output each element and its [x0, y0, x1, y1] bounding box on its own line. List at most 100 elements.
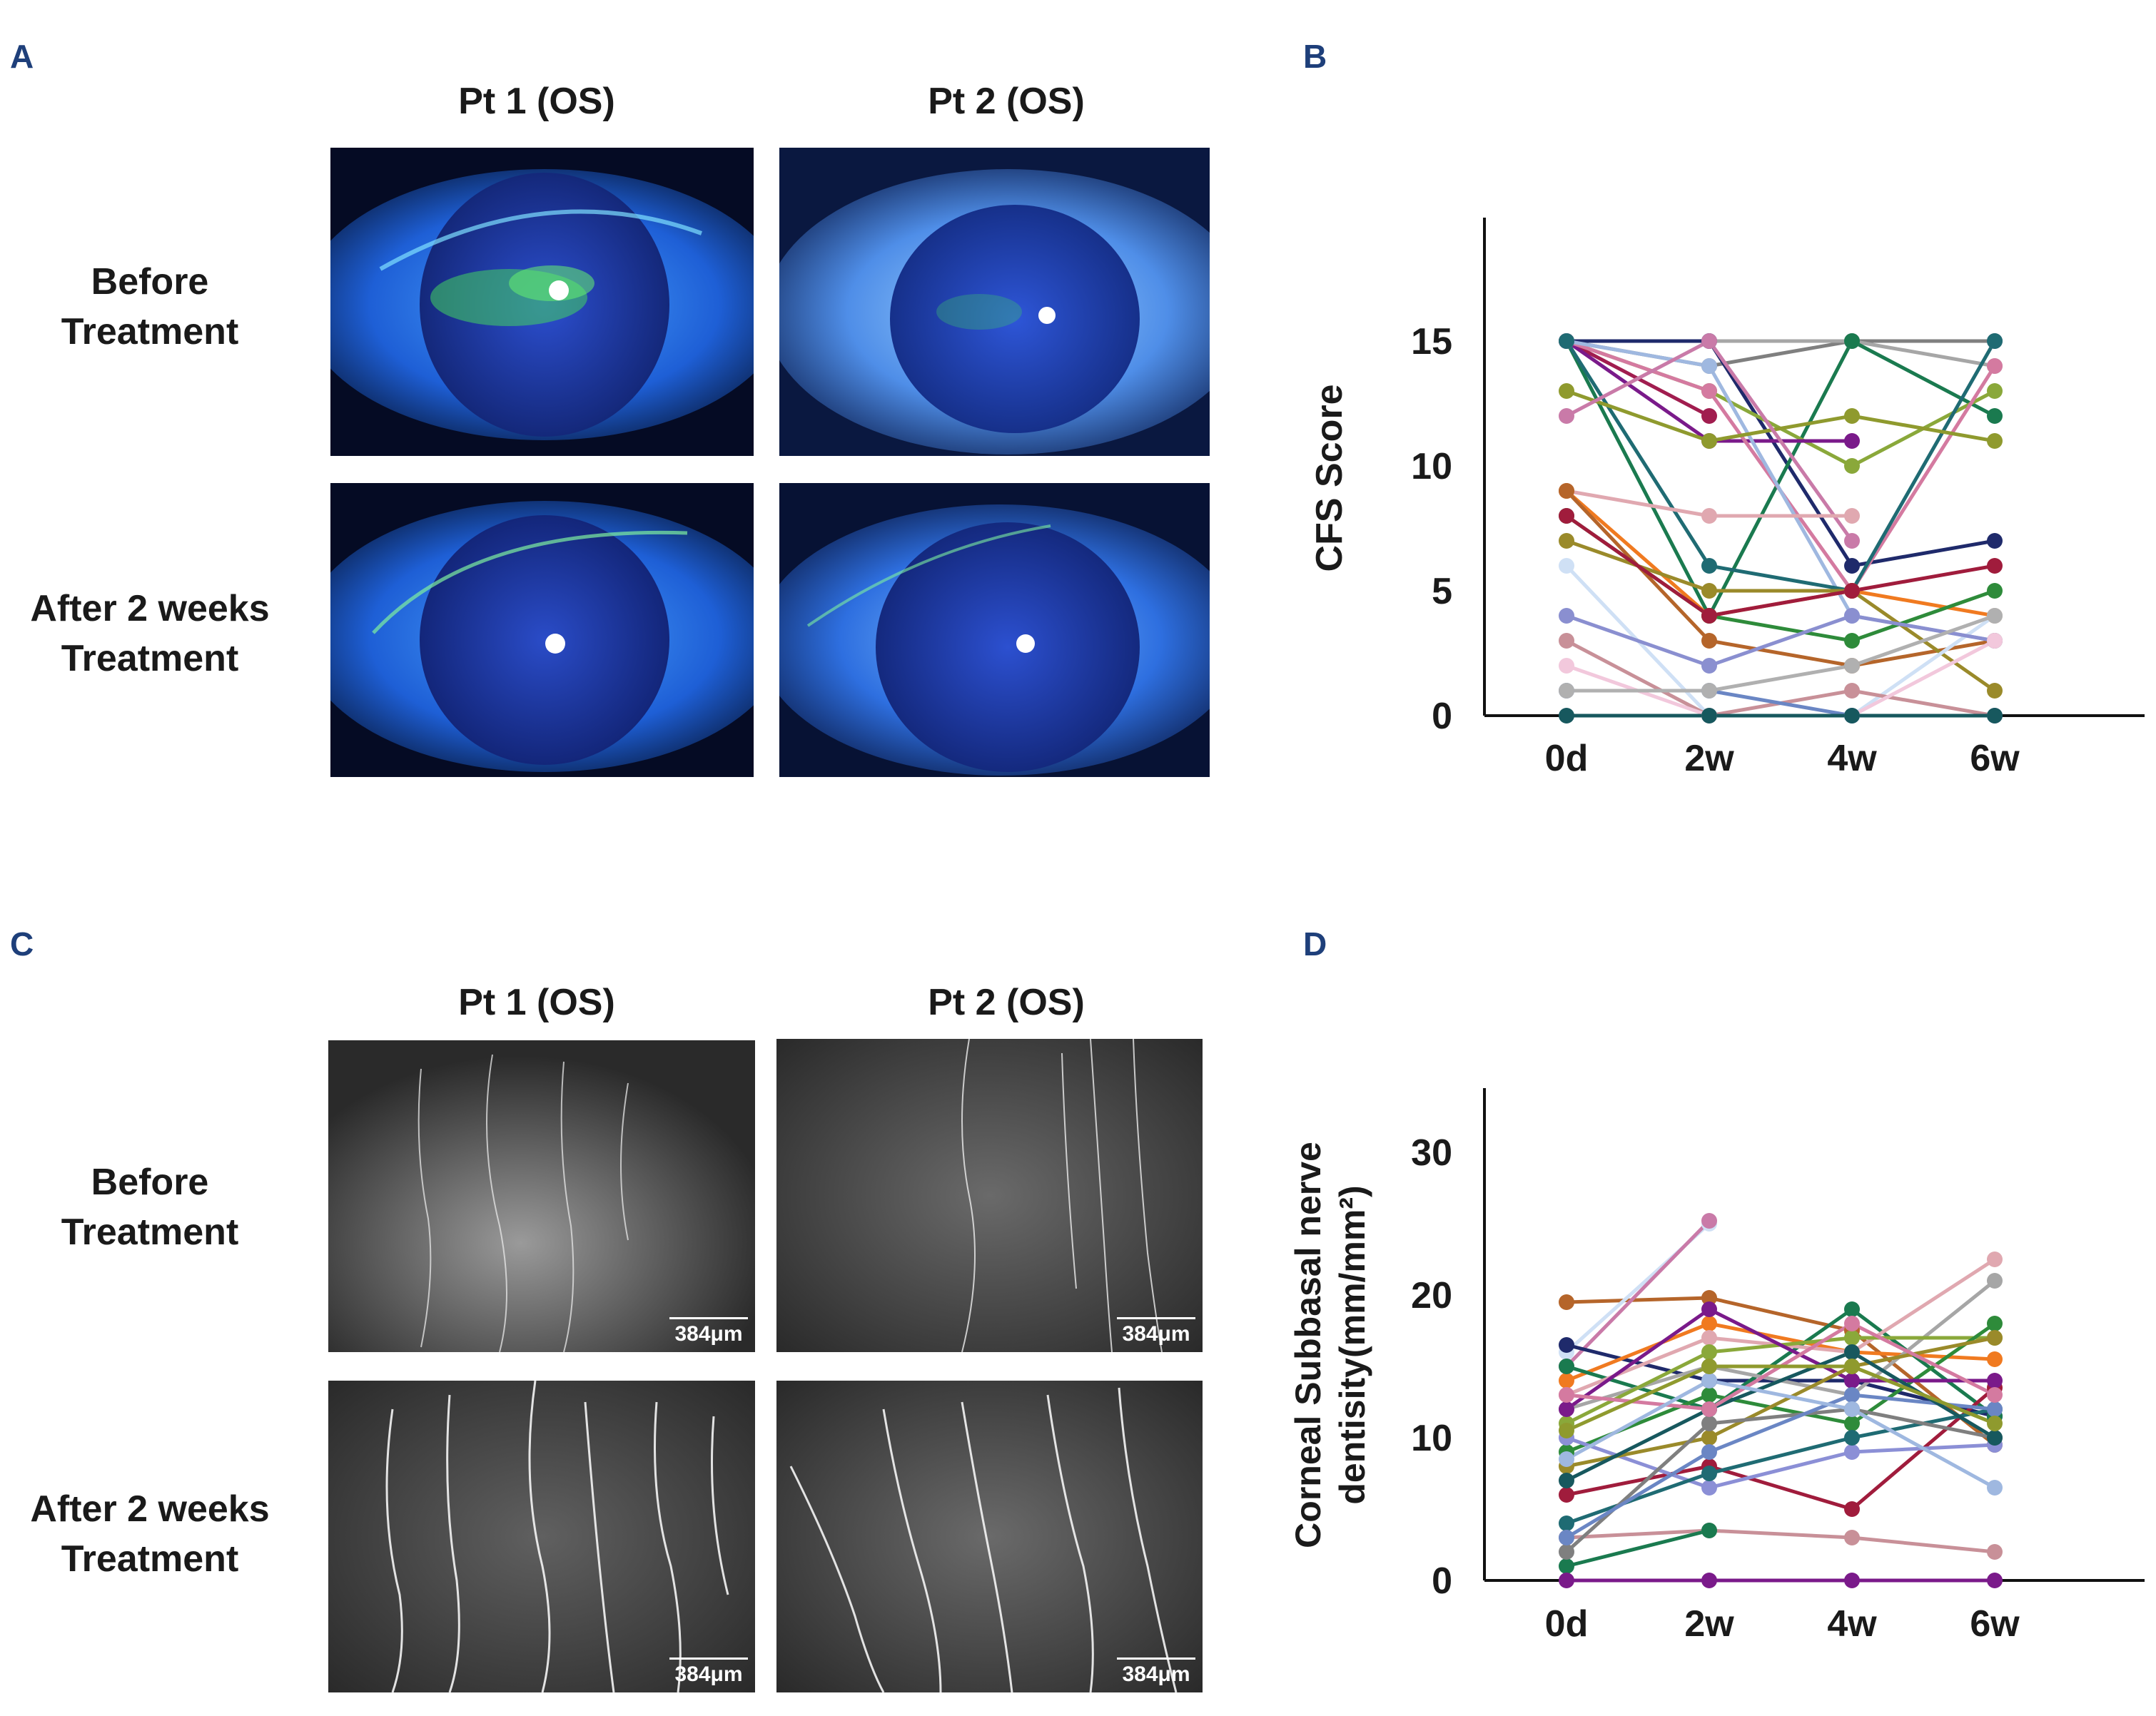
data-point — [1987, 1573, 2003, 1588]
series-line-segment — [1709, 339, 1853, 368]
series-line-segment — [1566, 1393, 1710, 1454]
data-point — [1987, 608, 2003, 624]
series-points — [1559, 1213, 2003, 1588]
series-line-segment — [1851, 1535, 1995, 1554]
series-line-segment — [1709, 1321, 1853, 1354]
data-point — [1987, 433, 2003, 449]
data-point — [1701, 383, 1717, 399]
data-point — [1844, 1573, 1860, 1588]
series-line-segment — [1709, 1528, 1853, 1540]
series-line-segment — [1565, 1364, 1711, 1433]
series-line-segment — [1708, 1307, 1853, 1411]
scale-bar-label: 384μm — [674, 1322, 743, 1346]
data-point — [1559, 508, 1574, 524]
series-line-segment — [1851, 1321, 1996, 1397]
panel-a-col-label-pt1: Pt 1 (OS) — [458, 81, 615, 122]
x-tick-label: 2w — [1684, 738, 1734, 779]
series-line-segment — [1565, 1450, 1711, 1540]
y-tick-label: 10 — [1411, 446, 1452, 487]
data-point — [1987, 408, 2003, 424]
data-point — [1701, 1301, 1717, 1317]
data-point — [1987, 1401, 2003, 1417]
series-lines — [1565, 1219, 1996, 1583]
data-point — [1844, 683, 1860, 699]
x-tick-label: 0d — [1545, 1603, 1589, 1645]
series-line-segment — [1851, 689, 1995, 718]
data-point — [1701, 1523, 1717, 1538]
data-point — [1701, 1444, 1717, 1460]
x-tick-label: 4w — [1827, 1603, 1877, 1645]
series-lines — [1564, 339, 1997, 718]
data-point — [1701, 1373, 1717, 1388]
data-point — [1559, 1487, 1574, 1503]
series-line-segment — [1566, 1321, 1710, 1383]
scale-bar-label: 384μm — [674, 1662, 743, 1686]
data-point — [1701, 633, 1717, 649]
data-point — [1559, 1451, 1574, 1467]
series-line-segment — [1708, 1364, 1853, 1440]
data-point — [1701, 1290, 1717, 1306]
series-line-segment — [1566, 1393, 1710, 1411]
data-point — [1559, 483, 1574, 499]
nerve-illustration — [776, 1381, 1203, 1692]
series-line-segment — [1709, 1379, 1853, 1411]
series-line-segment — [1851, 639, 1996, 718]
data-point — [1987, 383, 2003, 399]
y-tick-label: 20 — [1411, 1275, 1452, 1316]
data-point — [1987, 1252, 2003, 1267]
series-line-segment — [1707, 340, 1854, 567]
series-line-segment — [1565, 1422, 1711, 1553]
eye-photo-pt1-after — [330, 483, 754, 777]
series-line-segment — [1565, 339, 1711, 418]
y-tick-label: 5 — [1432, 571, 1452, 612]
series-line-segment — [1851, 1350, 1995, 1361]
series-line-segment — [1566, 489, 1710, 518]
nerve-illustration — [776, 1039, 1203, 1352]
y-tick-label: 10 — [1411, 1418, 1452, 1459]
row-label-line: Before — [91, 261, 209, 303]
data-point — [1559, 1337, 1574, 1353]
series-line-segment — [1850, 365, 1997, 592]
data-point — [1701, 1387, 1717, 1403]
data-point — [1559, 633, 1574, 649]
data-point — [1844, 1301, 1860, 1317]
data-point — [1559, 408, 1574, 424]
series-line-segment — [1707, 340, 1854, 617]
data-point — [1559, 1387, 1574, 1403]
x-tick-label: 6w — [1970, 738, 2020, 779]
data-point — [1844, 533, 1860, 549]
data-point — [1559, 708, 1574, 724]
nerve-illustration — [328, 1040, 755, 1352]
series-line-segment — [1851, 639, 1995, 668]
data-point — [1987, 683, 2003, 699]
row-label-line: Before — [91, 1162, 209, 1203]
data-point — [1701, 683, 1717, 699]
data-point — [1701, 1466, 1717, 1481]
data-point — [1701, 1359, 1717, 1374]
y-axis-label-line1: Corneal Subbasal nerve — [1288, 1142, 1328, 1548]
x-tick-label: 6w — [1970, 1603, 2020, 1645]
nerve-density-chart: Corneal Subbasal nerve dentisity(mm/mm²)… — [1288, 1088, 2145, 1645]
confocal-image-pt2-after: 384μm — [776, 1381, 1203, 1692]
x-tick-label: 4w — [1827, 738, 1877, 779]
scale-bar-line — [1117, 1657, 1195, 1660]
data-point — [1559, 1423, 1574, 1438]
eye-photo-pt2-after — [779, 483, 1210, 777]
data-point — [1844, 1416, 1860, 1431]
data-point — [1844, 1430, 1860, 1446]
panel-letter-b: B — [1303, 38, 1327, 75]
data-point — [1701, 1573, 1717, 1588]
data-point — [1844, 583, 1860, 599]
data-point — [1701, 508, 1717, 524]
series-line-segment — [1709, 564, 1853, 593]
x-tick-label: 2w — [1684, 1603, 1734, 1645]
data-point — [1987, 1416, 2003, 1431]
eye-illustration — [330, 148, 754, 456]
series-line-segment — [1566, 614, 1710, 668]
series-line-segment — [1851, 614, 1996, 718]
data-point — [1844, 558, 1860, 574]
data-point — [1844, 1344, 1860, 1360]
series-points — [1559, 333, 2003, 724]
data-point — [1844, 708, 1860, 724]
series-line-segment — [1851, 1407, 1996, 1490]
